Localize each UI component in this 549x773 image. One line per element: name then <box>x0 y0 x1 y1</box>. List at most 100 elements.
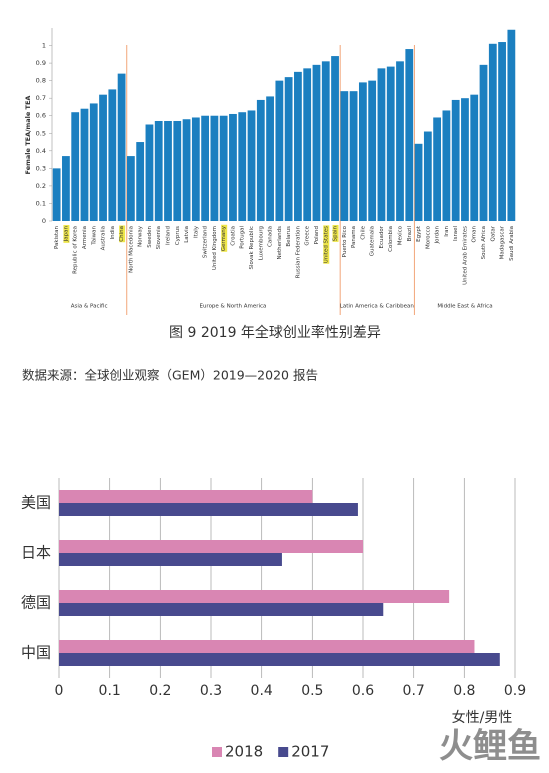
x-tick-label: Pakistan <box>54 225 60 249</box>
bar <box>145 124 154 221</box>
legend-swatch <box>278 747 289 757</box>
bar <box>59 640 475 653</box>
bar <box>59 503 358 516</box>
legend-swatch <box>212 747 222 757</box>
bar <box>312 64 321 221</box>
bar <box>62 156 70 221</box>
y-tick-label: 0.6 <box>36 112 46 120</box>
bar <box>59 553 282 566</box>
x-tick-label: Ecuador <box>379 225 385 248</box>
x-tick-label: Slovenia <box>156 226 162 249</box>
x-tick-label: 0.9 <box>504 683 526 699</box>
x-tick-label: Australia <box>101 226 107 250</box>
x-tick-label: Luxembourg <box>258 226 264 260</box>
bar <box>164 120 172 221</box>
x-tick-label: Qatar <box>490 225 496 241</box>
x-tick-label: Israel <box>453 226 459 242</box>
x-tick-label: Switzerland <box>203 226 209 258</box>
x-tick-label: Cyprus <box>175 226 181 245</box>
y-tick-label: 美国 <box>21 494 51 512</box>
group-label: Latin America & Caribbean <box>340 304 415 310</box>
x-tick-label: Guatemala <box>370 226 376 256</box>
x-tick-label: 0.2 <box>149 683 171 699</box>
bar <box>136 142 145 221</box>
bar <box>414 143 423 221</box>
bar <box>238 112 247 221</box>
bar <box>173 120 182 221</box>
x-tick-label: 0.6 <box>352 683 374 699</box>
x-tick-label: Greece <box>305 225 311 245</box>
x-tick-label: Panama <box>351 226 357 248</box>
bar <box>210 115 219 221</box>
label-highlight <box>323 225 330 264</box>
label-highlight <box>332 224 339 242</box>
bar <box>71 112 80 221</box>
bar <box>331 56 339 222</box>
x-tick-label: Netherlands <box>277 226 283 260</box>
bar <box>126 156 135 221</box>
x-tick-label: Taiwan <box>91 225 97 245</box>
bar <box>219 115 228 221</box>
x-tick-label: United States <box>323 226 329 263</box>
x-tick-label: Mexico <box>398 225 404 245</box>
y-tick-label: 0.2 <box>36 182 46 190</box>
bar <box>59 490 313 503</box>
bar <box>461 98 469 221</box>
bar <box>117 73 126 221</box>
bar <box>386 66 395 221</box>
bar <box>507 29 516 221</box>
group-label: Middle East & Africa <box>437 304 492 310</box>
y-tick-label: 0 <box>42 217 46 225</box>
x-tick-label: 0.5 <box>301 683 323 699</box>
bar <box>349 91 358 221</box>
x-tick-label: South Africa <box>481 226 487 259</box>
bar <box>303 68 312 221</box>
bar <box>191 117 200 221</box>
bar <box>284 77 293 221</box>
bar <box>266 96 274 221</box>
x-tick-label: Croatia <box>230 226 236 246</box>
x-tick-label: Brazil <box>407 226 413 242</box>
x-tick-label: Russian Federation <box>295 225 301 278</box>
bar <box>59 540 363 553</box>
bar <box>275 80 284 222</box>
y-tick-label: 0.1 <box>36 199 46 207</box>
bar <box>321 61 330 221</box>
x-tick-label: Puerto Rico <box>342 225 348 257</box>
bar <box>451 99 460 221</box>
x-tick-label: Chile <box>360 225 366 239</box>
group-label: Europe & North America <box>199 304 266 310</box>
x-tick-label: Ireland <box>166 226 172 245</box>
y-tick-label: 0.7 <box>36 94 46 102</box>
bar <box>294 71 302 221</box>
x-tick-label: 0.4 <box>251 683 273 699</box>
bar <box>99 94 107 221</box>
y-tick-label: 0.3 <box>36 164 46 172</box>
bar <box>377 68 386 221</box>
label-highlight <box>221 224 228 252</box>
y-axis-label: Female TEA/male TEA <box>24 96 32 175</box>
x-tick-label: India <box>110 226 116 240</box>
y-tick-label: 日本 <box>21 544 51 562</box>
x-tick-label: Saudi Arabia <box>509 226 515 261</box>
bar <box>470 94 479 221</box>
x-tick-label: Germany <box>221 225 227 251</box>
y-tick-label: 0.4 <box>36 147 46 155</box>
bar <box>108 89 117 221</box>
bar <box>368 80 377 222</box>
legend-label: 2017 <box>291 743 329 761</box>
x-tick-label: Portugal <box>240 226 246 249</box>
x-tick-label: 0.8 <box>453 683 475 699</box>
bar <box>89 103 98 221</box>
x-tick-label: Belarus <box>286 226 292 247</box>
bar <box>247 110 256 221</box>
label-highlight <box>63 224 70 243</box>
x-tick-label: United Arab Emirates <box>462 226 468 285</box>
x-tick-label: Sweden <box>147 225 153 247</box>
bar <box>52 168 61 221</box>
figure-caption: 图 9 2019 年全球创业率性别差异 <box>169 324 381 341</box>
y-tick-label: 中国 <box>21 644 51 662</box>
x-tick-label: North Macedonia <box>128 226 134 273</box>
bar <box>442 110 451 221</box>
bar <box>358 82 367 222</box>
